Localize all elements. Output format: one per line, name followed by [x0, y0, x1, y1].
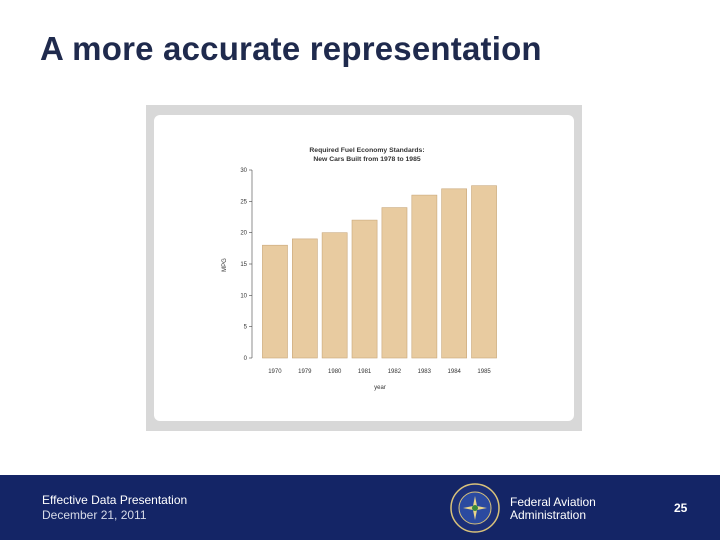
chart-subtitle: New Cars Built from 1978 to 1985 [313, 156, 420, 163]
y-tick-label: 10 [240, 293, 247, 299]
x-tick-label: 1982 [388, 369, 402, 375]
agency-line-1: Federal Aviation [510, 495, 596, 509]
slide-title: A more accurate representation [40, 30, 542, 67]
bar-1980 [321, 232, 348, 359]
faa-seal-icon [450, 483, 500, 533]
y-tick-label: 5 [244, 325, 248, 331]
presentation-date: December 21, 2011 [42, 508, 147, 522]
agency-line-2: Administration [510, 508, 587, 522]
bar-1983 [411, 194, 438, 359]
x-tick-label: 1981 [358, 369, 372, 375]
presentation-title: Effective Data Presentation [42, 493, 188, 507]
x-tick-label: 1980 [328, 369, 342, 375]
bar-1985 [471, 185, 497, 359]
y-axis-label: MPG [222, 258, 228, 272]
bar-1984 [441, 188, 468, 359]
x-tick-label: 1979 [298, 369, 312, 375]
bar-1970 [262, 244, 288, 359]
y-tick-label: 15 [240, 262, 247, 268]
bar-1982 [381, 207, 408, 359]
bar-chart: Required Fuel Economy Standards: New Car… [222, 147, 497, 391]
footer-bar: Effective Data Presentation December 21,… [0, 475, 720, 540]
chart-panel: Required Fuel Economy Standards: New Car… [154, 115, 574, 421]
x-axis-label: year [374, 385, 386, 391]
bar-1981 [351, 219, 378, 359]
x-tick-label: 1970 [268, 369, 282, 375]
x-tick-label: 1983 [418, 369, 432, 375]
agency-name: Federal Aviation Administration [510, 496, 596, 522]
bar-1979 [292, 238, 318, 359]
x-tick-label: 1984 [448, 369, 462, 375]
x-tick-label: 1985 [477, 369, 491, 375]
page-number: 25 [674, 501, 688, 515]
chart-title: Required Fuel Economy Standards: [309, 147, 424, 154]
y-tick-label: 0 [244, 356, 248, 362]
y-tick-label: 30 [240, 168, 247, 174]
y-tick-label: 25 [240, 199, 247, 205]
chart-frame: Required Fuel Economy Standards: New Car… [146, 105, 582, 431]
y-tick-label: 20 [240, 231, 247, 237]
